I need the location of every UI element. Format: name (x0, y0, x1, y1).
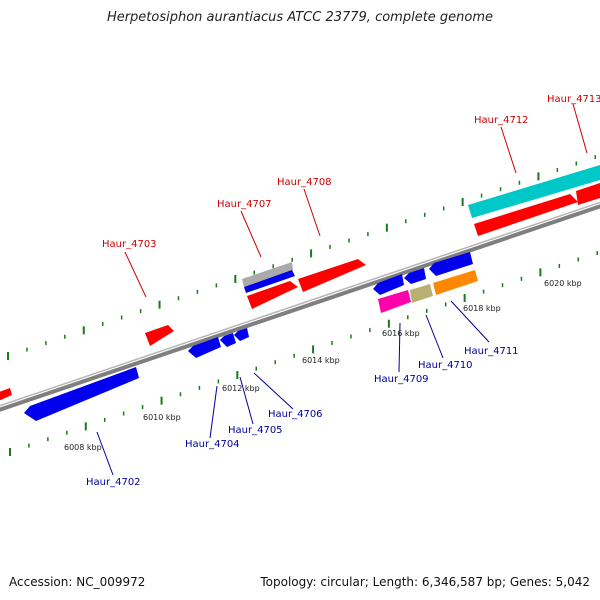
callout-line-haur-4707 (240, 210, 262, 258)
lower-tick-row (9, 251, 598, 456)
callout-line-haur-4703 (124, 251, 147, 298)
gene-label-forward[interactable]: Haur_4713 (547, 94, 600, 105)
gene-arrow-haur-4701[interactable] (0, 388, 12, 402)
gene-label-reverse[interactable]: Haur_4704 (185, 439, 240, 450)
gene-arrow-haur-4706b[interactable] (242, 262, 293, 287)
scale-label: 6020 kbp (544, 279, 582, 288)
gene-label-reverse[interactable]: Haur_4709 (374, 374, 429, 385)
gene-arrow-haur-4707[interactable] (247, 281, 298, 309)
accession-label: Accession: NC_009972 (9, 575, 146, 589)
callout-line-haur-4708 (303, 188, 321, 237)
genome-summary-label: Topology: circular; Length: 6,346,587 bp… (260, 575, 590, 589)
gene-label-reverse[interactable]: Haur_4705 (228, 425, 283, 436)
callout-lines (96, 103, 588, 476)
scale-label: 6010 kbp (143, 413, 181, 422)
gene-arrow-haur-4712b[interactable] (474, 194, 578, 236)
reverse-gene-labels: Haur_4702 Haur_4704 Haur_4705 Haur_4706 … (86, 346, 519, 488)
callout-line-haur-4710 (425, 314, 444, 359)
gene-arrow-haur-4710[interactable] (410, 284, 433, 303)
gene-arrow-haur-4711[interactable] (433, 270, 478, 295)
reverse-strand-genes (24, 252, 478, 421)
callout-line-haur-4711 (450, 300, 490, 343)
forward-gene-labels: Haur_4703 Haur_4707 Haur_4708 Haur_4712 … (102, 94, 600, 250)
gene-arrow-haur-4709a[interactable] (373, 274, 404, 295)
callout-line-haur-4709 (398, 322, 401, 373)
page-title: Herpetosiphon aurantiacus ATCC 23779, co… (106, 10, 494, 25)
callout-line-haur-4705 (239, 376, 254, 425)
scale-label: 6012 kbp (222, 384, 260, 393)
callout-line-haur-4704 (209, 385, 218, 439)
gene-label-reverse[interactable]: Haur_4711 (464, 346, 519, 357)
gene-label-forward[interactable]: Haur_4703 (102, 239, 157, 250)
callout-line-haur-4702 (96, 431, 114, 476)
upper-tick-row (7, 155, 596, 360)
gene-arrow-haur-4703[interactable] (145, 325, 174, 346)
scale-label: 6016 kbp (382, 329, 420, 338)
gene-label-reverse[interactable]: Haur_4702 (86, 477, 141, 488)
scale-label: 6018 kbp (463, 304, 501, 313)
forward-strand-genes (0, 165, 600, 402)
gene-label-reverse[interactable]: Haur_4706 (268, 409, 323, 420)
gene-label-forward[interactable]: Haur_4708 (277, 177, 332, 188)
gene-arrow-haur-4704[interactable] (188, 337, 221, 358)
callout-line-haur-4713 (572, 103, 588, 154)
gene-arrow-haur-4710a[interactable] (429, 252, 473, 276)
gene-arrow-haur-4713[interactable] (576, 183, 600, 205)
gene-arrow-haur-4705[interactable] (220, 333, 236, 347)
gene-arrow-haur-4708[interactable] (298, 259, 366, 292)
callout-line-haur-4706 (253, 372, 294, 410)
gene-label-forward[interactable]: Haur_4712 (474, 115, 529, 126)
gene-arrow-haur-4706[interactable] (234, 328, 249, 341)
scale-label: 6014 kbp (302, 356, 340, 365)
genome-backbone (0, 201, 600, 412)
gene-label-reverse[interactable]: Haur_4710 (418, 360, 473, 371)
scale-labels: 6008 kbp 6010 kbp 6012 kbp 6014 kbp 6016… (64, 279, 582, 452)
gene-arrow-haur-4709b[interactable] (404, 268, 426, 284)
gene-label-forward[interactable]: Haur_4707 (217, 199, 272, 210)
gene-arrow-haur-4712[interactable] (468, 165, 600, 218)
scale-label: 6008 kbp (64, 443, 102, 452)
gene-arrow-haur-4706c[interactable] (244, 270, 295, 293)
gene-arrow-haur-4709[interactable] (378, 290, 411, 313)
gene-arrow-haur-4702[interactable] (24, 367, 139, 421)
callout-line-haur-4712 (500, 126, 517, 174)
